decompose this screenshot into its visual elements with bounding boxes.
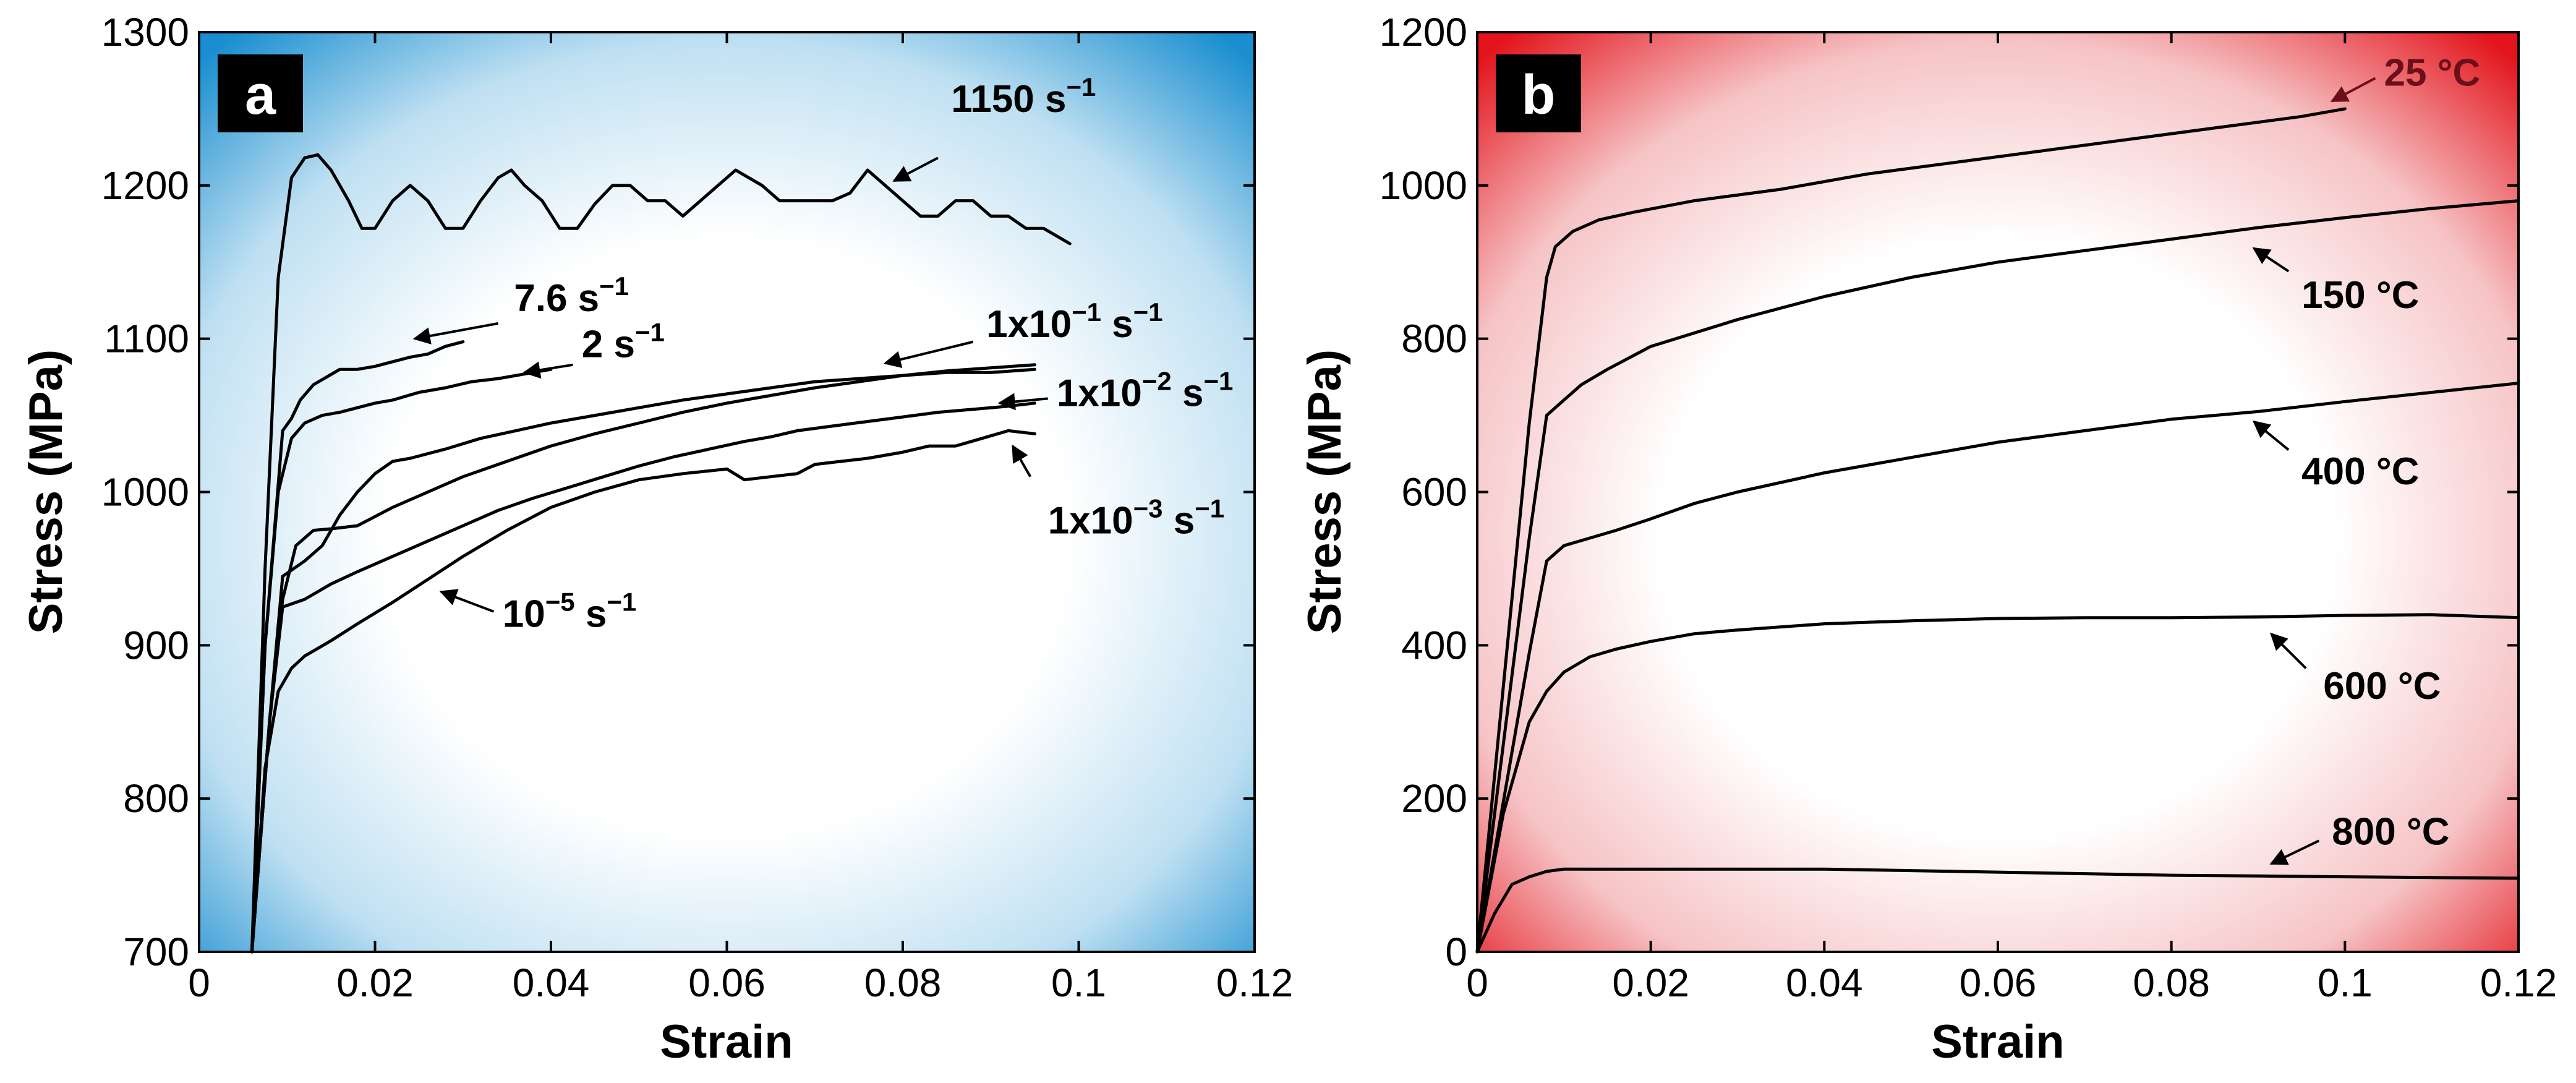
- x-tick-label: 0.12: [1216, 961, 1294, 1005]
- x-tick-label: 0.02: [336, 961, 414, 1005]
- series-annotation-label: 1150 s−1: [951, 72, 1096, 121]
- series-annotation-label: 400 °C: [2301, 450, 2419, 493]
- chart-panel-a: 1150 s−1 7.6 s−12 s−1 1x10−1 s−1 1x10−2 s−1…: [20, 10, 1293, 1068]
- panel-label: a: [245, 64, 276, 126]
- y-tick-label: 700: [123, 930, 189, 974]
- x-tick-label: 0.02: [1612, 961, 1689, 1005]
- y-axis-label: Stress (MPa): [20, 349, 72, 634]
- y-tick-label: 200: [1401, 776, 1467, 821]
- y-tick-label: 900: [123, 623, 189, 667]
- series-line-1: [250, 153, 1072, 954]
- panel-label: b: [1522, 64, 1556, 126]
- y-tick-label: 800: [123, 776, 189, 821]
- x-tick-label: 0.12: [2480, 961, 2557, 1005]
- y-tick-label: 1300: [101, 10, 189, 54]
- y-tick-label: 1100: [104, 317, 189, 361]
- annotation-arrow: [522, 361, 573, 379]
- x-tick-label: 0.06: [688, 961, 766, 1005]
- annotation-arrow: [439, 589, 495, 613]
- y-tick-label: 1200: [101, 163, 189, 208]
- series-annotation-label: 150 °C: [2301, 274, 2419, 317]
- y-tick-label: 600: [1401, 470, 1467, 515]
- annotation-arrow: [892, 156, 939, 182]
- chart-panel-b: 25 °C 150 °C 400 °C 600 °C 800 °C 0 0.02 0.04 0…: [1299, 10, 2557, 1068]
- panel-label-box: [218, 54, 303, 132]
- series-line-6: [250, 401, 1036, 954]
- y-tick-label: 1000: [101, 470, 189, 515]
- annotation-arrow: [883, 340, 974, 368]
- x-tick-label: 0.08: [864, 961, 942, 1005]
- annotation-arrow: [2252, 247, 2290, 273]
- series-annotation-label: 7.6 s−1: [514, 272, 629, 320]
- annotation-arrow: [2330, 77, 2376, 103]
- series-annotation-label: 800 °C: [2332, 811, 2449, 854]
- x-tick-label: 0.04: [513, 961, 590, 1005]
- series-annotation-label: 25 °C: [2384, 52, 2480, 95]
- plot-background: [1477, 32, 2518, 952]
- plot-background: [199, 32, 1255, 952]
- y-axis-label: Stress (MPa): [1299, 349, 1351, 634]
- annotation-arrow: [1012, 444, 1031, 477]
- series-annotation-label: 1x10−3 s−1: [1048, 494, 1224, 542]
- x-tick-label: 0.1: [2318, 961, 2373, 1005]
- series-annotation-label: 1x10−1 s−1: [986, 298, 1162, 346]
- x-tick-label: 0.06: [1960, 961, 2037, 1005]
- series-annotation-label: 600 °C: [2323, 665, 2441, 708]
- y-tick-label: 1200: [1380, 10, 1467, 54]
- series-line-1: [1475, 107, 2347, 954]
- annotation-arrow: [2252, 420, 2290, 451]
- series-line-2: [250, 340, 465, 954]
- panel-label-box: [1496, 54, 1581, 132]
- series-annotation-label: 10−5 s−1: [503, 588, 636, 636]
- x-tick-label: 0.08: [2133, 961, 2210, 1005]
- y-tick-label: 0: [1445, 930, 1467, 974]
- annotation-arrow: [2269, 839, 2320, 865]
- annotation-arrow: [997, 393, 1048, 411]
- x-tick-label: 0.04: [1786, 961, 1863, 1005]
- series-annotation-label: 2 s−1: [582, 317, 665, 366]
- annotation-arrow: [412, 322, 499, 345]
- x-axis-label: Strain: [660, 1016, 793, 1068]
- series-line-5: [250, 367, 1036, 954]
- series-line-3: [1475, 382, 2520, 954]
- series-line-7: [250, 429, 1036, 954]
- x-tick-label: 0: [1466, 961, 1488, 1005]
- series-line-4: [250, 363, 1036, 954]
- series-line-5: [1475, 867, 2520, 954]
- y-tick-label: 1000: [1380, 163, 1467, 208]
- y-tick-label: 800: [1401, 317, 1467, 361]
- x-tick-label: 0.1: [1051, 961, 1106, 1005]
- x-axis-label: Strain: [1931, 1016, 2064, 1068]
- series-annotation-label: 1x10−2 s−1: [1057, 367, 1233, 415]
- y-tick-label: 400: [1401, 623, 1467, 667]
- x-tick-label: 0: [188, 961, 210, 1005]
- series-line-2: [1475, 199, 2520, 954]
- series-line-4: [1475, 613, 2520, 954]
- series-line-3: [250, 367, 553, 954]
- annotation-arrow: [2270, 632, 2307, 669]
